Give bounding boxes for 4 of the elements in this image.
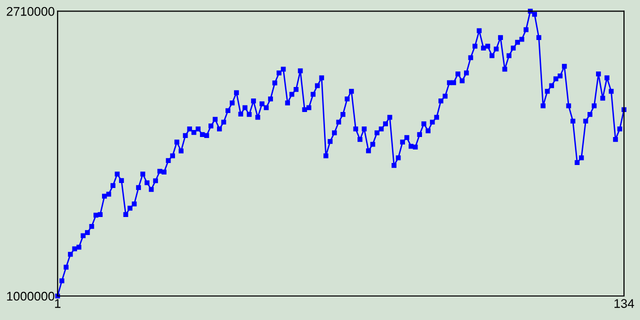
x-tick-label: 134 [614, 299, 634, 308]
x-tick-label: 1 [55, 299, 60, 308]
y-tick-label: 1000000 [7, 292, 54, 301]
y-tick-label: 2710000 [6, 7, 54, 16]
